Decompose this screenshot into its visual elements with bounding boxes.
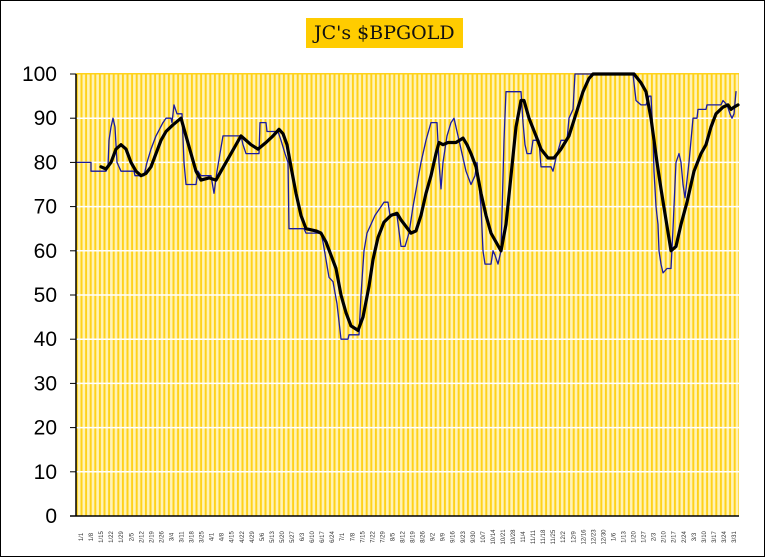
- x-tick-label: 5/20: [280, 530, 286, 542]
- x-tick-label: 10/7: [481, 530, 487, 542]
- x-tick-label: 3/3: [692, 532, 698, 541]
- x-tick-label: 11/4: [521, 531, 527, 543]
- y-tick-label: 10: [34, 461, 57, 484]
- y-tick-label: 50: [34, 284, 57, 307]
- x-tick-label: 2/5: [129, 532, 135, 541]
- x-tick-label: 3/31: [732, 531, 738, 543]
- x-tick-label: 3/11: [180, 531, 186, 543]
- x-tick-label: 2/26: [159, 531, 165, 543]
- x-tick-label: 7/22: [370, 530, 376, 542]
- x-tick-label: 3/17: [712, 531, 718, 543]
- x-tick-label: 5/27: [290, 531, 296, 543]
- x-tick-label: 8/12: [401, 531, 407, 543]
- x-tick-label: 3/4: [169, 532, 175, 541]
- x-tick-label: 1/13: [622, 531, 628, 543]
- x-tick-label: 2/19: [149, 530, 155, 542]
- x-tick-label: 4/1: [210, 532, 216, 541]
- y-tick-label: 40: [34, 328, 57, 351]
- x-tick-label: 7/1: [340, 532, 346, 541]
- x-tick-label: 8/5: [390, 532, 396, 541]
- y-tick-label: 20: [34, 417, 57, 440]
- x-tick-label: 2/10: [662, 531, 668, 543]
- x-tick-label: 10/28: [511, 529, 517, 545]
- x-tick-label: 10/14: [491, 529, 497, 545]
- x-tick-label: 3/18: [190, 530, 196, 542]
- y-tick-label: 70: [34, 196, 57, 219]
- x-tick-label: 3/25: [200, 531, 206, 543]
- x-tick-label: 6/17: [320, 530, 326, 542]
- x-tick-label: 7/8: [350, 532, 356, 541]
- x-tick-label: 9/2: [431, 532, 437, 541]
- x-tick-label: 7/15: [360, 531, 366, 543]
- x-tick-label: 1/15: [99, 530, 105, 542]
- y-tick-label: 90: [34, 107, 57, 130]
- x-tick-label: 9/23: [461, 531, 467, 543]
- x-tick-label: 12/9: [571, 531, 577, 543]
- x-tick-label: 9/16: [451, 530, 457, 542]
- y-tick-label: 0: [45, 505, 57, 528]
- x-tick-label: 6/3: [300, 532, 306, 541]
- x-tick-label: 4/29: [250, 531, 256, 543]
- x-tick-label: 3/24: [722, 530, 728, 542]
- y-tick-label: 100: [22, 63, 57, 86]
- chart-title: JC's $BPGOLD: [306, 18, 463, 48]
- x-tick-label: 9/30: [471, 531, 477, 543]
- x-tick-label: 1/8: [89, 532, 95, 541]
- x-tick-label: 5/6: [260, 532, 266, 541]
- series-line-bpgold: [75, 73, 737, 340]
- y-tick-label: 30: [34, 372, 57, 395]
- x-tick-label: 8/26: [421, 531, 427, 543]
- x-tick-label: 12/2: [561, 530, 567, 542]
- x-tick-label: 11/11: [531, 529, 537, 544]
- x-tick-label: 1/22: [109, 531, 115, 543]
- x-tick-label: 9/9: [441, 532, 447, 541]
- x-tick-label: 6/10: [310, 531, 316, 543]
- x-tick-label: 11/18: [541, 529, 547, 544]
- x-tick-label: 12/30: [601, 529, 607, 545]
- x-tick-label: 8/19: [411, 530, 417, 542]
- x-tick-label: 10/21: [501, 529, 507, 545]
- x-tick-label: 5/13: [270, 531, 276, 543]
- x-tick-label: 1/27: [642, 531, 648, 543]
- x-tick-label: 6/24: [330, 531, 336, 543]
- x-tick-label: 2/3: [652, 532, 658, 541]
- series-line-moving-average: [99, 72, 740, 332]
- x-tick-label: 1/6: [611, 532, 617, 541]
- y-tick-label: 60: [34, 240, 57, 263]
- y-tick-label: 80: [34, 151, 57, 174]
- x-tick-label: 1/20: [632, 530, 638, 542]
- x-tick-label: 4/8: [220, 532, 226, 541]
- x-tick-label: 12/16: [581, 529, 587, 545]
- x-tick-label: 7/29: [380, 531, 386, 543]
- x-tick-label: 4/22: [240, 531, 246, 543]
- x-tick-label: 1/29: [119, 530, 125, 542]
- x-tick-label: 1/1: [79, 532, 85, 541]
- x-tick-label: 3/10: [702, 530, 708, 542]
- x-tick-label: 11/25: [551, 529, 557, 544]
- plot-top-border: [76, 73, 739, 75]
- x-tick-label: 2/12: [139, 531, 145, 543]
- x-tick-label: 12/23: [591, 529, 597, 545]
- x-tick-label: 4/15: [230, 530, 236, 542]
- x-tick-label: 2/17: [672, 530, 678, 542]
- x-tick-label: 2/24: [682, 531, 688, 543]
